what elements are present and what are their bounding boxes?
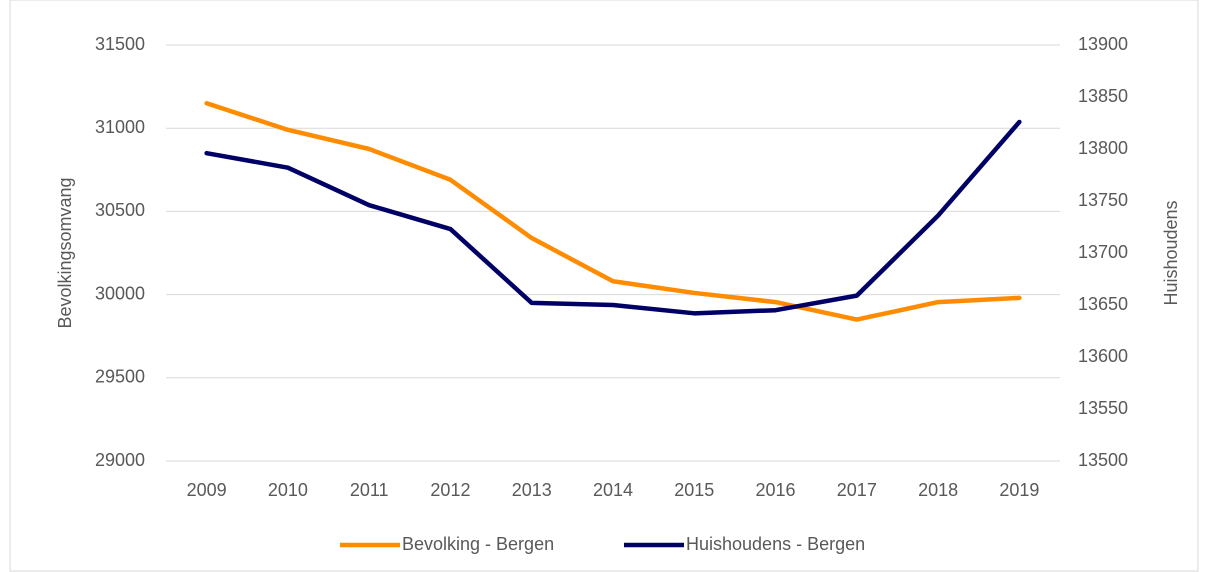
x-tick-label: 2015 — [674, 480, 714, 500]
x-tick-label: 2019 — [999, 480, 1039, 500]
y2-tick-label: 13550 — [1078, 398, 1128, 418]
x-tick-label: 2011 — [350, 480, 389, 500]
y2-axis-label: Huishoudens — [1161, 200, 1181, 305]
x-tick-label: 2016 — [756, 480, 796, 500]
y-tick-label: 30500 — [95, 200, 145, 220]
y2-tick-label: 13850 — [1078, 86, 1128, 106]
legend-label: Huishoudens - Bergen — [686, 534, 865, 554]
x-tick-label: 2012 — [430, 480, 470, 500]
y2-tick-label: 13750 — [1078, 190, 1128, 210]
x-tick-label: 2014 — [593, 480, 633, 500]
y-tick-label: 31500 — [95, 34, 145, 54]
y-tick-label: 29000 — [95, 450, 145, 470]
x-tick-label: 2009 — [187, 480, 227, 500]
y2-tick-label: 13800 — [1078, 138, 1128, 158]
y2-tick-label: 13650 — [1078, 294, 1128, 314]
x-tick-label: 2010 — [268, 480, 308, 500]
chart-frame — [9, 0, 1199, 572]
y2-tick-label: 13500 — [1078, 450, 1128, 470]
line-series — [204, 100, 1022, 322]
line-series — [204, 119, 1022, 316]
y2-tick-label: 13600 — [1078, 346, 1128, 366]
x-tick-label: 2018 — [918, 480, 958, 500]
y2-tick-label: 13700 — [1078, 242, 1128, 262]
y2-tick-label: 13900 — [1078, 34, 1128, 54]
x-tick-label: 2017 — [837, 480, 877, 500]
y-tick-label: 30000 — [95, 283, 145, 303]
y-tick-label: 31000 — [95, 117, 145, 137]
legend-label: Bevolking - Bergen — [402, 534, 554, 554]
y-tick-label: 29500 — [95, 367, 145, 387]
y-axis-label: Bevolkingsomvang — [55, 177, 75, 328]
x-tick-label: 2013 — [512, 480, 552, 500]
